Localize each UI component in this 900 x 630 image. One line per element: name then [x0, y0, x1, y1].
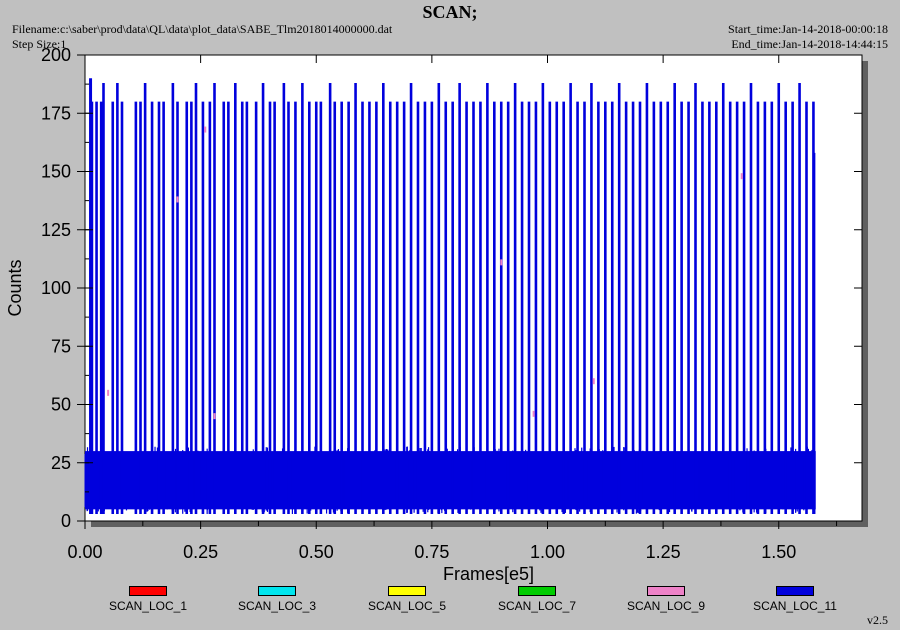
y-tick-label: 25 [51, 453, 71, 473]
y-tick-label: 0 [61, 511, 71, 531]
series-scan-loc-9-point [204, 126, 207, 133]
legend-swatch [129, 586, 167, 596]
y-tick-label: 100 [41, 278, 71, 298]
legend-swatch [776, 586, 814, 596]
x-axis-title: Frames[e5] [443, 564, 534, 584]
legend-swatch [388, 586, 426, 596]
legend-swatch [518, 586, 556, 596]
legend-swatch [258, 586, 296, 596]
y-tick-label: 50 [51, 395, 71, 415]
series-scan-loc-9-point [107, 389, 110, 396]
series-scan-loc-9-point [532, 410, 535, 417]
legend-item: SCAN_LOC_7 [492, 586, 582, 613]
x-tick-label: 1.50 [761, 542, 796, 562]
chart-title: SCAN; [422, 2, 478, 22]
x-tick-label: 1.00 [530, 542, 565, 562]
legend-label: SCAN_LOC_11 [753, 599, 837, 613]
legend-label: SCAN_LOC_5 [367, 599, 447, 613]
legend-item: SCAN_LOC_5 [362, 586, 452, 613]
legend-label: SCAN_LOC_1 [108, 599, 188, 613]
x-tick-label: 0.50 [299, 542, 334, 562]
y-axis-title: Counts [5, 259, 25, 316]
x-tick-label: 0.75 [414, 542, 449, 562]
x-tick-label: 0.25 [183, 542, 218, 562]
y-tick-label: 175 [41, 103, 71, 123]
y-tick-label: 125 [41, 220, 71, 240]
series-scan-loc-9-point [740, 173, 743, 180]
legend-label: SCAN_LOC_7 [497, 599, 577, 613]
filename-label: Filename:c:\saber\prod\data\QL\data\plot… [12, 22, 393, 36]
legend-swatch [647, 586, 685, 596]
noise-band [85, 451, 816, 510]
y-tick-label: 200 [41, 45, 71, 65]
y-tick-label: 150 [41, 162, 71, 182]
series-scan-loc-9-point [213, 413, 216, 420]
y-tick-label: 75 [51, 336, 71, 356]
legend-label: SCAN_LOC_3 [237, 599, 317, 613]
legend-item: SCAN_LOC_11 [750, 586, 840, 613]
step-size-label: Step Size:1 [12, 37, 67, 51]
x-tick-label: 0.00 [67, 542, 102, 562]
legend-label: SCAN_LOC_9 [626, 599, 706, 613]
legend-item: SCAN_LOC_1 [103, 586, 193, 613]
legend-item: SCAN_LOC_9 [621, 586, 711, 613]
start-time-label: Start_time:Jan-14-2018-00:00:18 [728, 22, 888, 36]
series-scan-loc-9-point [592, 378, 595, 385]
series-scan-loc-9-point [500, 259, 503, 266]
series-scan-loc-9-point [176, 196, 179, 203]
version-label: v2.5 [867, 613, 888, 627]
end-time-label: End_time:Jan-14-2018-14:44:15 [731, 37, 888, 51]
x-tick-label: 1.25 [646, 542, 681, 562]
legend-item: SCAN_LOC_3 [232, 586, 322, 613]
